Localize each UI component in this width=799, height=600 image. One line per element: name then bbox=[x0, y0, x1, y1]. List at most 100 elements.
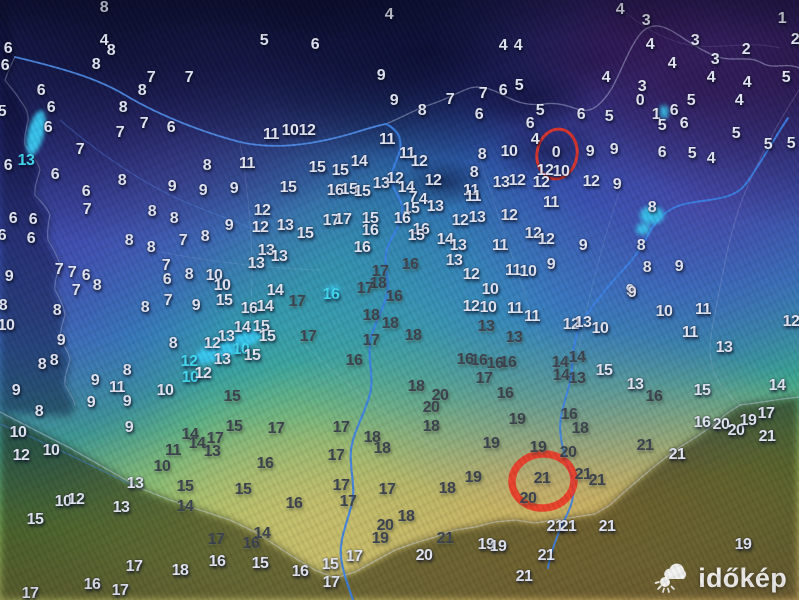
temp-reading: 17 bbox=[267, 420, 285, 437]
temp-reading: 8 bbox=[99, 0, 109, 16]
temp-reading: 8 bbox=[146, 239, 156, 256]
temp-reading: 6 bbox=[81, 267, 91, 284]
temp-reading: 21 bbox=[598, 518, 616, 535]
temp-reading: 16 bbox=[353, 239, 371, 256]
temp-reading: 16 bbox=[693, 414, 711, 431]
temp-reading: 2 bbox=[741, 41, 751, 58]
temp-reading: 10 bbox=[0, 317, 15, 334]
south-outside-region bbox=[0, 397, 799, 600]
temp-reading: 10 bbox=[479, 299, 497, 316]
temp-reading: 9 bbox=[124, 419, 134, 436]
temp-reading: 1 bbox=[777, 10, 787, 27]
temp-reading: 19 bbox=[371, 530, 389, 547]
temp-reading: 14 bbox=[768, 377, 786, 394]
temp-reading: 8 bbox=[137, 82, 147, 99]
temp-reading: 16 bbox=[326, 182, 344, 199]
annotation-circles bbox=[508, 127, 579, 512]
temp-reading: 8 bbox=[92, 277, 102, 294]
temp-reading: 13 bbox=[372, 175, 390, 192]
temp-reading: 18 bbox=[369, 275, 387, 292]
temp-reading: 9 bbox=[376, 67, 386, 84]
temp-reading: 19 bbox=[739, 412, 757, 429]
temp-reading: 11 bbox=[543, 194, 559, 211]
temp-reading: 6 bbox=[657, 144, 667, 161]
temp-reading: 16 bbox=[83, 576, 101, 593]
temp-reading: 6 bbox=[0, 227, 7, 244]
temp-reading: 4 bbox=[742, 74, 752, 91]
temp-reading: 12 bbox=[298, 122, 316, 139]
temp-reading: 15 bbox=[353, 183, 371, 200]
temp-reading: 3 bbox=[637, 78, 647, 95]
temp-reading: 10 bbox=[655, 303, 673, 320]
temp-reading: 5 bbox=[535, 102, 545, 119]
temp-reading: 21 bbox=[533, 470, 551, 487]
temp-reading: 14 bbox=[568, 349, 586, 366]
temp-reading: 13 bbox=[270, 248, 288, 265]
temp-reading: 13 bbox=[468, 209, 486, 226]
temp-reading: 15 bbox=[407, 227, 425, 244]
temp-reading: 17 bbox=[371, 263, 389, 280]
temp-reading: 15 bbox=[279, 179, 297, 196]
temp-reading: 10 bbox=[181, 369, 199, 386]
temp-reading: 10 bbox=[591, 320, 609, 337]
temp-reading: 15 bbox=[361, 210, 379, 227]
temp-reading: 6 bbox=[576, 106, 586, 123]
temp-reading: 17 bbox=[322, 574, 340, 591]
temp-reading: 8 bbox=[34, 403, 44, 420]
temp-reading: 18 bbox=[397, 508, 415, 525]
temp-reading: 13 bbox=[492, 174, 510, 191]
temp-reading: 16 bbox=[385, 288, 403, 305]
temp-reading: 21 bbox=[436, 530, 454, 547]
temp-reading: 6 bbox=[679, 115, 689, 132]
temp-reading: 10 bbox=[281, 122, 299, 139]
temp-reading: 15 bbox=[234, 481, 252, 498]
temp-reading: 15 bbox=[296, 225, 314, 242]
temp-reading: 11 bbox=[165, 442, 181, 459]
temp-reading: 12 bbox=[424, 172, 442, 189]
temp-reading: 9 bbox=[56, 332, 66, 349]
temp-reading: 15 bbox=[693, 382, 711, 399]
temp-reading: 14 bbox=[176, 498, 194, 515]
temp-reading: 19 bbox=[477, 536, 495, 553]
temp-reading: 8 bbox=[477, 146, 487, 163]
temp-reading: 8 bbox=[52, 302, 62, 319]
lake-velence bbox=[325, 285, 341, 297]
temp-reading: 16 bbox=[393, 210, 411, 227]
temp-reading: 13 bbox=[17, 152, 35, 169]
temp-reading: 13 bbox=[126, 475, 144, 492]
temp-reading: 11 bbox=[492, 237, 508, 254]
county-borders bbox=[149, 7, 781, 451]
temp-reading: 19 bbox=[489, 538, 507, 555]
temp-reading: 11 bbox=[109, 379, 125, 396]
temp-reading: 12 bbox=[536, 162, 554, 179]
temp-reading: 10 bbox=[213, 277, 231, 294]
temp-reading: 21 bbox=[559, 518, 577, 535]
temp-reading: 8 bbox=[140, 299, 150, 316]
temp-reading: 4 bbox=[706, 69, 716, 86]
temp-reading: 6 bbox=[50, 166, 60, 183]
annotation-circle-21 bbox=[508, 450, 578, 512]
temp-reading: 17 bbox=[757, 405, 775, 422]
temp-reading: 18 bbox=[438, 480, 456, 497]
temp-reading: 16 bbox=[560, 406, 578, 423]
temp-reading: 8 bbox=[417, 102, 427, 119]
temp-reading: 9 bbox=[609, 141, 619, 158]
temp-reading: 6 bbox=[46, 99, 56, 116]
temp-reading: 6 bbox=[525, 115, 535, 132]
temp-reading: 8 bbox=[147, 203, 157, 220]
temp-reading: 14 bbox=[551, 354, 569, 371]
border-east bbox=[709, 89, 799, 406]
temp-reading: 18 bbox=[381, 315, 399, 332]
temp-reading: 6 bbox=[498, 82, 508, 99]
temp-reading: 20 bbox=[727, 422, 745, 439]
temp-reading: 17 bbox=[475, 370, 493, 387]
temp-reading: 6 bbox=[36, 82, 46, 99]
tisza-river bbox=[547, 117, 789, 569]
temp-reading: 12 bbox=[537, 231, 555, 248]
temp-reading: 15 bbox=[26, 511, 44, 528]
temp-reading: 18 bbox=[571, 420, 589, 437]
temp-reading: 7 bbox=[178, 232, 188, 249]
temp-reading: 17 bbox=[322, 212, 340, 229]
